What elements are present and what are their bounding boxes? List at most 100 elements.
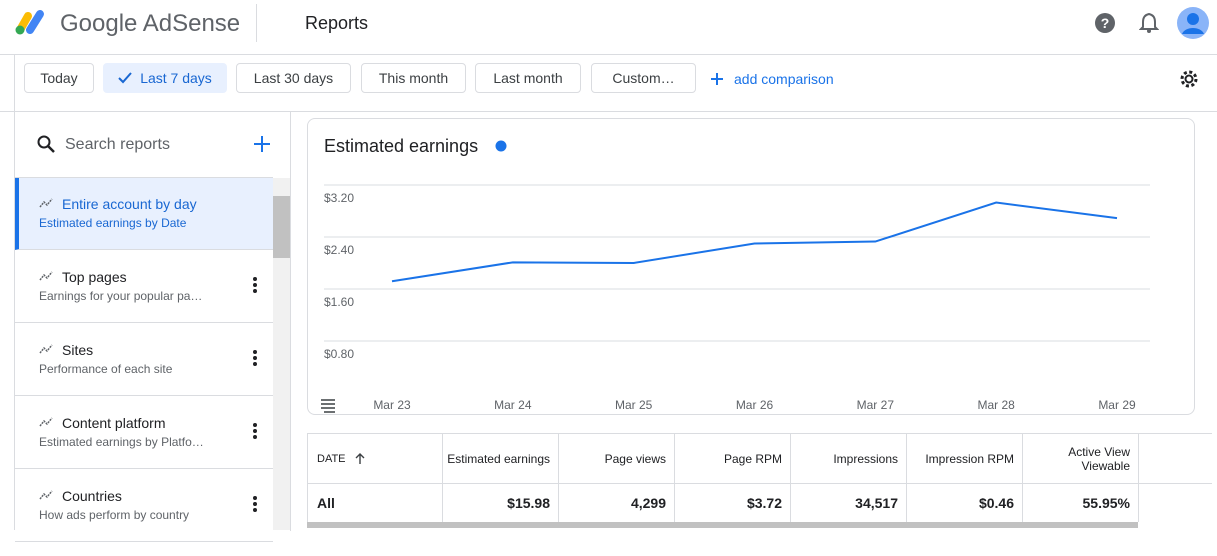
report-title: Content platform [62, 415, 166, 431]
y-tick-label: $0.80 [324, 347, 354, 361]
column-header[interactable]: DATE [307, 434, 443, 483]
avatar[interactable] [1176, 6, 1210, 40]
trend-icon [39, 417, 53, 427]
legend-dot [495, 140, 507, 152]
report-title: Top pages [62, 269, 127, 285]
report-title: Sites [62, 342, 94, 358]
report-item[interactable]: Sites Performance of each site [15, 324, 273, 396]
more-menu[interactable] [253, 350, 257, 366]
trend-icon [39, 344, 53, 354]
check-icon [118, 72, 132, 84]
x-tick-label: Mar 24 [494, 398, 532, 412]
chart-title: Estimated earnings [324, 136, 478, 156]
column-header[interactable]: Estimated earnings [443, 434, 559, 483]
date-filter-label: Today [40, 70, 78, 86]
column-header-label: Impression RPM [925, 451, 1014, 466]
report-title: Countries [62, 488, 122, 504]
report-subtitle: Earnings for your popular pa… [39, 289, 203, 303]
settings-icon[interactable] [1178, 68, 1200, 90]
table-cell: $0.46 [907, 484, 1023, 522]
y-tick-label: $2.40 [324, 243, 354, 257]
x-tick-label: Mar 23 [373, 398, 411, 412]
table-cell: 4,299 [559, 484, 675, 522]
page-title: Reports [305, 13, 369, 33]
report-item[interactable]: Entire account by day Estimated earnings … [15, 178, 273, 250]
new-report-icon[interactable] [253, 135, 271, 153]
divider [14, 55, 15, 530]
table-cell: All [307, 484, 443, 522]
date-filter-label: Last 7 days [140, 70, 212, 86]
date-filter-label: This month [378, 70, 449, 86]
divider [15, 177, 273, 178]
y-tick-label: $1.60 [324, 295, 354, 309]
date-filter-button[interactable]: Last 30 days [236, 63, 351, 93]
report-subtitle: Estimated earnings by Date [39, 216, 187, 230]
report-subtitle: Estimated earnings by Platfo… [39, 435, 204, 449]
data-line [391, 201, 1118, 283]
column-header[interactable]: Impression RPM [907, 434, 1023, 483]
report-subtitle: Performance of each site [39, 362, 173, 376]
date-filter-label: Last month [493, 70, 563, 86]
help-icon[interactable]: ? [1094, 12, 1116, 34]
table-icon[interactable] [321, 399, 335, 413]
more-menu[interactable] [253, 496, 257, 512]
date-filter-button[interactable]: Last month [475, 63, 581, 93]
report-item[interactable]: Content platform Estimated earnings by Pl… [15, 397, 273, 469]
table-scrollbar[interactable] [307, 522, 1138, 528]
column-header-label: Page views [604, 451, 666, 466]
x-tick-label: Mar 27 [857, 398, 895, 412]
column-header-label: Estimated earnings [447, 451, 550, 466]
divider [0, 54, 1217, 55]
divider [290, 111, 291, 531]
report-title: Entire account by day [62, 196, 197, 212]
add-icon[interactable] [710, 72, 724, 86]
logo-text: Google AdSense [60, 10, 241, 37]
trend-icon [39, 271, 53, 281]
date-filter-button[interactable]: Last 7 days [103, 63, 227, 93]
column-header[interactable]: Impressions [791, 434, 907, 483]
chart: Estimated earnings $0.80 $1.60 $2.40 $3.20 M… [321, 136, 1150, 413]
trend-icon [39, 490, 53, 500]
divider [0, 111, 1217, 112]
column-header[interactable]: Active View Viewable [1023, 434, 1139, 483]
notifications-icon[interactable] [1139, 12, 1159, 34]
y-tick-label: $3.20 [324, 191, 354, 205]
table-border [307, 483, 1212, 484]
sort-icon[interactable] [354, 452, 366, 465]
date-filter-button[interactable]: This month [361, 63, 466, 93]
logo-icon [15, 10, 44, 35]
report-item[interactable]: Top pages Earnings for your popular pa… [15, 251, 273, 323]
report-item[interactable]: Countries How ads perform by country [15, 470, 273, 542]
chart-card [307, 118, 1195, 415]
table-cell: $15.98 [443, 484, 559, 522]
divider [256, 4, 257, 42]
x-tick-label: Mar 25 [615, 398, 653, 412]
report-subtitle: How ads perform by country [39, 508, 190, 522]
search-icon [37, 135, 55, 153]
search-input[interactable]: Search reports [65, 136, 170, 153]
column-header-label: Page RPM [723, 451, 782, 466]
scrollbar[interactable] [273, 178, 290, 530]
x-tick-label: Mar 29 [1098, 398, 1136, 412]
date-filter-button[interactable]: Today [24, 63, 94, 93]
table-cell: $3.72 [675, 484, 791, 522]
x-tick-label: Mar 28 [977, 398, 1015, 412]
trend-icon [39, 198, 53, 208]
column-header[interactable]: Page views [559, 434, 675, 483]
table-border [307, 433, 1212, 434]
table-cell: 34,517 [791, 484, 907, 522]
svg-text:?: ? [1101, 15, 1110, 31]
column-header[interactable]: Page RPM [675, 434, 791, 483]
date-filter-label: Last 30 days [253, 70, 334, 86]
table-cell: 55.95% [1023, 484, 1139, 522]
date-filter-button[interactable]: Custom… [591, 63, 696, 93]
column-header-label: DATE [317, 452, 346, 465]
more-menu[interactable] [253, 277, 257, 293]
date-filter-label: Custom… [612, 70, 675, 86]
column-header-label: Impressions [833, 451, 898, 466]
more-menu[interactable] [253, 423, 257, 439]
x-tick-label: Mar 26 [736, 398, 774, 412]
column-header-label: Active View Viewable [1068, 444, 1130, 473]
add-comparison[interactable]: add comparison [734, 71, 834, 87]
